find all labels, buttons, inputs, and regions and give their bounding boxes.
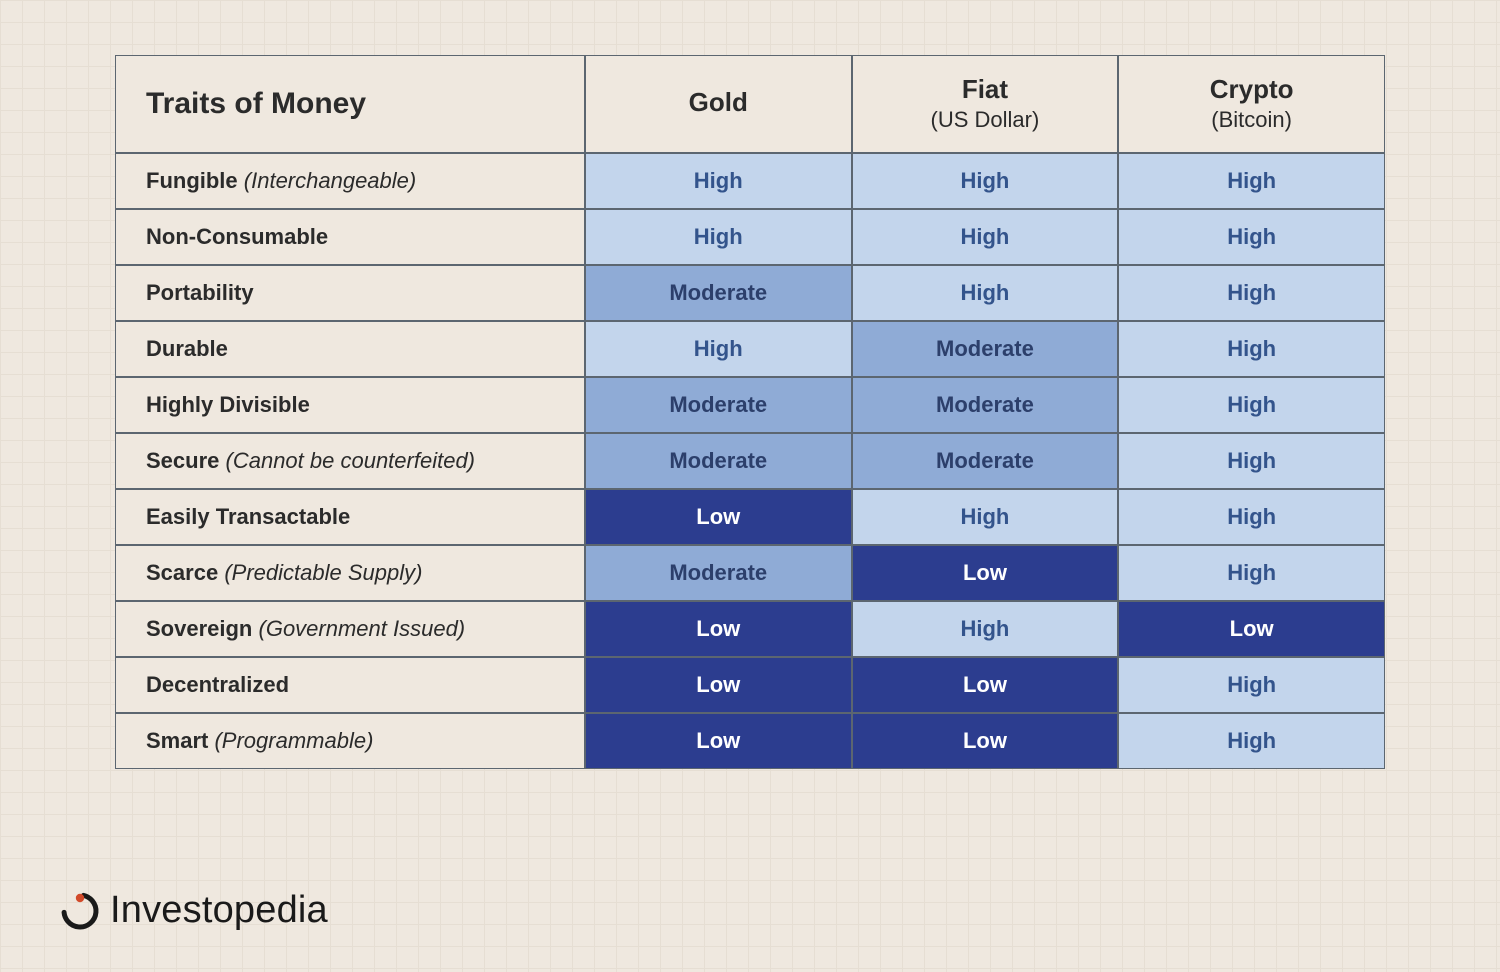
trait-cell: Fungible (Interchangeable) — [115, 153, 585, 209]
rating-cell: High — [1118, 153, 1385, 209]
trait-cell: Smart (Programmable) — [115, 713, 585, 769]
trait-label: Portability — [146, 280, 254, 305]
col-header-crypto: Crypto (Bitcoin) — [1118, 55, 1385, 153]
col-header-label: Fiat — [962, 74, 1008, 104]
rating-cell: High — [585, 153, 852, 209]
rating-cell: High — [852, 265, 1119, 321]
rating-cell: Low — [852, 657, 1119, 713]
rating-cell: Moderate — [852, 321, 1119, 377]
trait-label: Fungible — [146, 168, 238, 193]
trait-cell: Non-Consumable — [115, 209, 585, 265]
rating-cell: High — [1118, 489, 1385, 545]
table-row: Fungible (Interchangeable)HighHighHigh — [115, 153, 1385, 209]
rating-cell: Low — [585, 713, 852, 769]
trait-note: (Interchangeable) — [244, 168, 416, 193]
col-header-fiat: Fiat (US Dollar) — [852, 55, 1119, 153]
trait-label: Non-Consumable — [146, 224, 328, 249]
rating-cell: Moderate — [585, 265, 852, 321]
trait-label: Smart — [146, 728, 208, 753]
col-header-label: Gold — [689, 87, 748, 117]
trait-label: Highly Divisible — [146, 392, 310, 417]
rating-cell: Moderate — [585, 433, 852, 489]
table-row: PortabilityModerateHighHigh — [115, 265, 1385, 321]
brand-name: Investopedia — [110, 889, 328, 932]
table-row: Non-ConsumableHighHighHigh — [115, 209, 1385, 265]
trait-note: (Government Issued) — [259, 616, 466, 641]
trait-cell: Highly Divisible — [115, 377, 585, 433]
trait-label: Scarce — [146, 560, 218, 585]
rating-cell: High — [852, 601, 1119, 657]
rating-cell: High — [585, 321, 852, 377]
investopedia-logo-icon — [60, 891, 100, 931]
table-row: Highly DivisibleModerateModerateHigh — [115, 377, 1385, 433]
trait-cell: Scarce (Predictable Supply) — [115, 545, 585, 601]
rating-cell: High — [852, 153, 1119, 209]
trait-label: Secure — [146, 448, 219, 473]
rating-cell: High — [1118, 657, 1385, 713]
rating-cell: Low — [852, 545, 1119, 601]
trait-label: Durable — [146, 336, 228, 361]
rating-cell: High — [585, 209, 852, 265]
rating-cell: Moderate — [852, 377, 1119, 433]
table-title: Traits of Money — [115, 55, 585, 153]
rating-cell: Moderate — [852, 433, 1119, 489]
rating-cell: High — [1118, 433, 1385, 489]
rating-cell: High — [852, 209, 1119, 265]
rating-cell: Moderate — [585, 545, 852, 601]
table-row: Easily TransactableLowHighHigh — [115, 489, 1385, 545]
col-header-gold: Gold — [585, 55, 852, 153]
rating-cell: Low — [1118, 601, 1385, 657]
col-header-sublabel: (US Dollar) — [863, 107, 1108, 133]
brand-attribution: Investopedia — [60, 889, 328, 932]
trait-cell: Sovereign (Government Issued) — [115, 601, 585, 657]
rating-cell: High — [1118, 209, 1385, 265]
rating-cell: Low — [585, 489, 852, 545]
table-row: Sovereign (Government Issued)LowHighLow — [115, 601, 1385, 657]
rating-cell: High — [1118, 545, 1385, 601]
trait-cell: Durable — [115, 321, 585, 377]
table-row: Smart (Programmable)LowLowHigh — [115, 713, 1385, 769]
rating-cell: High — [1118, 377, 1385, 433]
trait-note: (Cannot be counterfeited) — [226, 448, 476, 473]
rating-cell: Low — [852, 713, 1119, 769]
trait-cell: Secure (Cannot be counterfeited) — [115, 433, 585, 489]
rating-cell: High — [1118, 321, 1385, 377]
trait-cell: Portability — [115, 265, 585, 321]
rating-cell: Moderate — [585, 377, 852, 433]
rating-cell: High — [852, 489, 1119, 545]
table-row: Durable HighModerateHigh — [115, 321, 1385, 377]
trait-label: Decentralized — [146, 672, 289, 697]
col-header-sublabel: (Bitcoin) — [1129, 107, 1374, 133]
table-row: DecentralizedLowLowHigh — [115, 657, 1385, 713]
traits-of-money-table: Traits of Money Gold Fiat (US Dollar) Cr… — [115, 55, 1385, 769]
col-header-label: Crypto — [1210, 74, 1294, 104]
table-header-row: Traits of Money Gold Fiat (US Dollar) Cr… — [115, 55, 1385, 153]
trait-cell: Decentralized — [115, 657, 585, 713]
trait-note: (Predictable Supply) — [224, 560, 422, 585]
trait-note: (Programmable) — [214, 728, 373, 753]
table-row: Scarce (Predictable Supply)ModerateLowHi… — [115, 545, 1385, 601]
trait-label: Easily Transactable — [146, 504, 350, 529]
rating-cell: Low — [585, 657, 852, 713]
table-body: Fungible (Interchangeable)HighHighHighNo… — [115, 153, 1385, 769]
rating-cell: High — [1118, 713, 1385, 769]
table-row: Secure (Cannot be counterfeited)Moderate… — [115, 433, 1385, 489]
rating-cell: Low — [585, 601, 852, 657]
trait-cell: Easily Transactable — [115, 489, 585, 545]
rating-cell: High — [1118, 265, 1385, 321]
trait-label: Sovereign — [146, 616, 252, 641]
